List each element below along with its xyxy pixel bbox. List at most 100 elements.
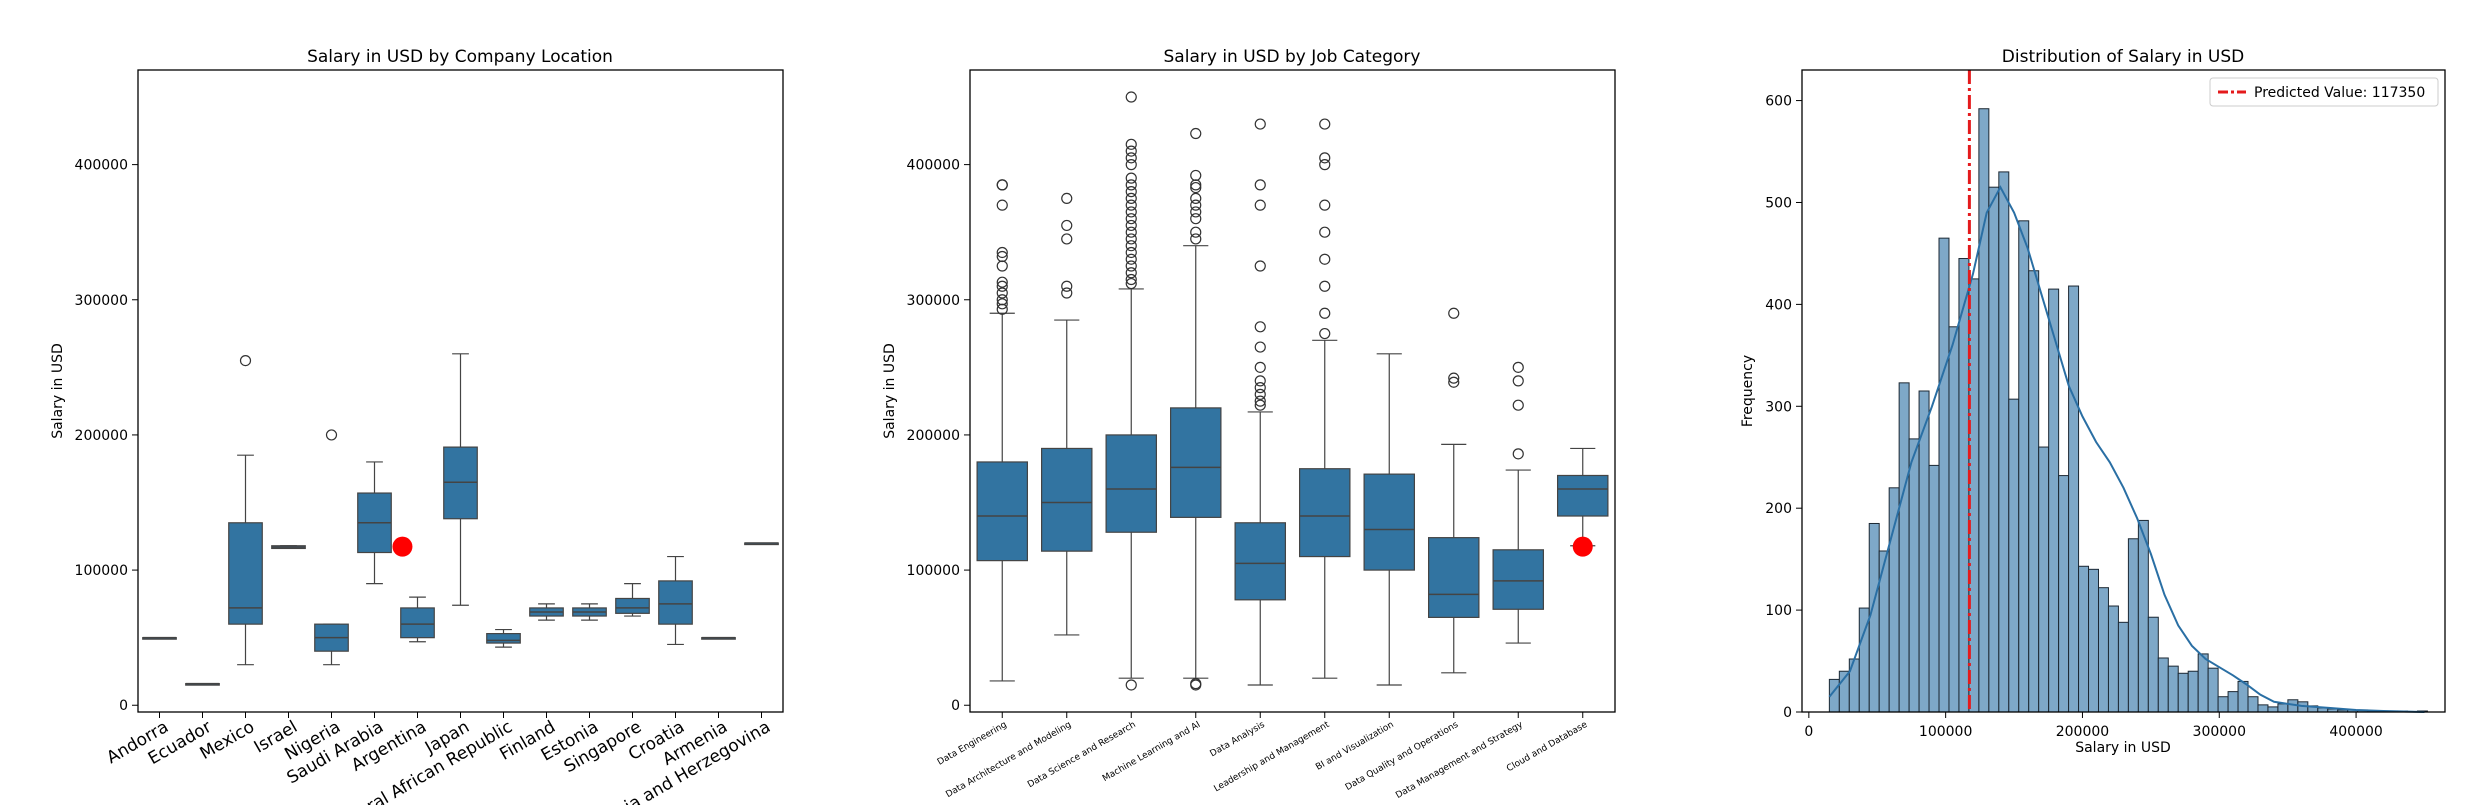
outlier-point [1190,179,1202,191]
outlier-point [1125,240,1137,252]
histogram-bar [1938,237,1950,713]
outlier-point [1125,219,1137,232]
histogram-bar [1888,487,1900,713]
box-item [400,596,435,643]
outlier-point [1125,192,1137,204]
outlier-point [1319,253,1331,265]
histogram-bar [1868,522,1880,713]
outlier-point [996,260,1008,272]
histogram-bar [2008,398,2020,713]
y-axis-label: Salary in USD [882,343,898,439]
histogram-bar [2068,285,2080,713]
outlier-point [996,280,1008,292]
outlier-point [996,276,1008,288]
outlier-point [1125,267,1137,279]
x-tick-label: Data Analysis [1209,720,1267,760]
histogram-bar [2207,667,2219,713]
histogram-bar [2227,691,2239,713]
outlier-point [996,199,1008,211]
outlier-point [1125,138,1137,150]
y-tick-label: 300 [1765,399,1792,415]
outlier-point [1190,678,1202,690]
histogram-bar [2257,704,2269,713]
outlier-point [1125,145,1137,157]
histogram-bar [2157,657,2169,713]
outlier-point [1061,287,1073,299]
outlier-point [1190,206,1202,218]
box-item [1040,192,1093,636]
outlier-point [1190,226,1202,238]
histogram-bar [1988,186,2000,713]
histogram-bar [1958,258,1970,713]
box-body [1169,407,1222,518]
box-item [1298,118,1351,679]
outlier-point [1319,280,1331,292]
outlier-point [1319,118,1331,130]
histogram-bar [2147,616,2159,713]
y-ticks: 0 100000 200000 300000 400000 [907,158,970,714]
outlier-point [1125,246,1137,259]
box-body [1298,468,1351,558]
x-tick-label: 200000 [2056,724,2109,740]
x-tick-label: Leadership and Management [1212,720,1331,795]
histogram-bar [2117,621,2129,713]
outlier-point [1125,679,1137,691]
box-body [400,607,435,639]
histogram-bar [2267,706,2279,713]
histogram-bar [2237,680,2249,713]
outlier-point [1448,372,1460,384]
histogram-bar [1978,108,1990,713]
histogram-bar [2038,446,2050,713]
outlier-point [1319,226,1331,238]
histogram-bar [2058,475,2070,713]
y-tick-label: 600 [1765,94,1792,110]
box-body [658,580,693,625]
outlier-point [1125,152,1137,164]
x-tick-label: Data Science and Research [1026,720,1138,790]
outlier-point [1448,376,1460,388]
outlier-point [1125,253,1137,265]
y-tick-label: 200000 [907,428,960,444]
outlier-point [1254,321,1266,333]
histogram-bar [2107,605,2119,713]
plot-frame [1801,69,2446,713]
outlier-point [1448,307,1460,319]
y-tick-label: 300000 [907,293,960,309]
panel-job-category: Salary in USD by Job Category Salary in … [882,47,1616,801]
outlier-point [1254,388,1266,400]
y-tick-label: 0 [951,698,960,714]
box-item [357,461,392,585]
histogram-bar [2078,565,2090,713]
outlier-point [1190,181,1202,194]
y-tick-label: 400000 [75,158,128,174]
box-body [1492,549,1545,610]
outlier-point [1061,219,1073,232]
chart-title: Salary in USD by Job Category [1164,47,1421,67]
outlier-point [1319,199,1331,211]
outlier-point [325,429,338,441]
box-item [658,555,693,646]
histogram-bar [1898,382,1910,713]
outlier-point [1190,169,1202,182]
box-body [976,461,1029,562]
outlier-point [1190,192,1202,204]
box-item [185,682,220,686]
kde-curve [1828,185,2425,713]
box-series [976,91,1609,691]
histogram-bar [2167,665,2179,713]
outlier-point [1125,273,1137,286]
outlier-point [1512,361,1524,373]
outlier-point [1512,448,1524,460]
outlier-point [1319,307,1331,319]
box-body [228,522,263,625]
histogram-bar [1908,438,1920,713]
histogram-bar [1948,326,1960,713]
outlier-point [1254,382,1266,394]
outlier-point [239,354,252,367]
box-item [744,542,779,546]
outlier-point [1254,179,1266,191]
x-tick-label: 400000 [2329,724,2382,740]
y-axis-label: Frequency [1740,355,1756,427]
box-item [1234,118,1287,686]
